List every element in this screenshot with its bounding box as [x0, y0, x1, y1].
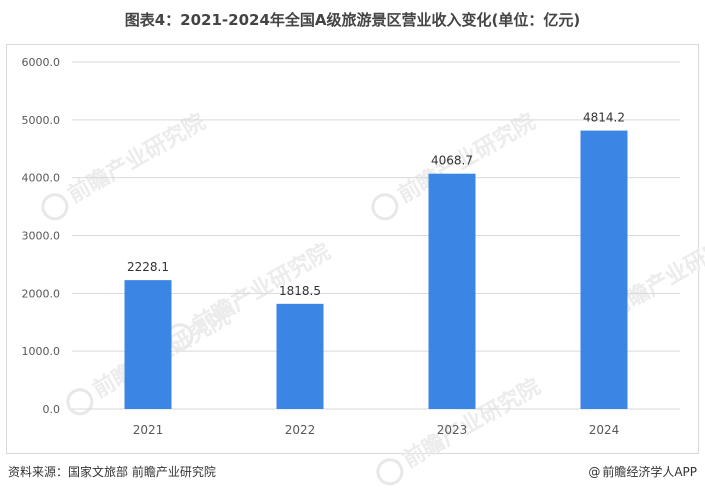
y-tick-label: 5000.0: [22, 114, 61, 127]
y-tick-label: 4000.0: [22, 172, 61, 185]
credit-text: 前瞻经济学人APP: [602, 465, 697, 479]
watermark-logo-icon: [41, 193, 69, 221]
watermark-logo-icon: [371, 193, 399, 221]
y-axis-ticks: 0.0 1000.0 2000.0 3000.0 4000.0 5000.0 6000.0: [22, 56, 61, 416]
watermark-mark: 前瞻产业研究院: [41, 109, 210, 221]
bar: [580, 130, 628, 409]
watermark-logo-icon: [66, 388, 94, 416]
data-labels: 2228.1 1818.5 4068.7 4814.2: [127, 111, 625, 298]
grid-lines: [72, 61, 680, 410]
y-tick-label: 2000.0: [22, 287, 61, 300]
x-tick-label: 2021: [133, 423, 164, 437]
bars: [124, 130, 628, 409]
watermark-text: 前瞻产业研究院: [63, 109, 209, 209]
y-tick-label: 6000.0: [22, 56, 61, 69]
x-tick-label: 2024: [589, 423, 620, 437]
x-tick-label: 2023: [437, 423, 468, 437]
source-note: 资料来源：国家文旅部 前瞻产业研究院: [8, 465, 216, 479]
bar: [428, 173, 476, 409]
data-label: 2228.1: [127, 260, 169, 274]
x-tick-label: 2022: [285, 423, 316, 437]
y-tick-label: 3000.0: [22, 230, 61, 243]
bar: [276, 303, 324, 409]
data-label: 4814.2: [583, 111, 625, 125]
data-label: 4068.7: [431, 154, 473, 168]
at-icon: @: [588, 464, 601, 479]
y-tick-label: 0.0: [43, 403, 61, 416]
data-label: 1818.5: [279, 284, 321, 298]
x-axis-ticks: 2021 2022 2023 2024: [133, 423, 620, 437]
y-tick-label: 1000.0: [22, 345, 61, 358]
watermark-logo-icon: [376, 458, 404, 486]
chart-title: 图表4：2021-2024年全国A级旅游景区营业收入变化(单位：亿元): [124, 11, 581, 29]
bar: [124, 280, 172, 409]
credit: @ 前瞻经济学人APP: [588, 463, 697, 480]
